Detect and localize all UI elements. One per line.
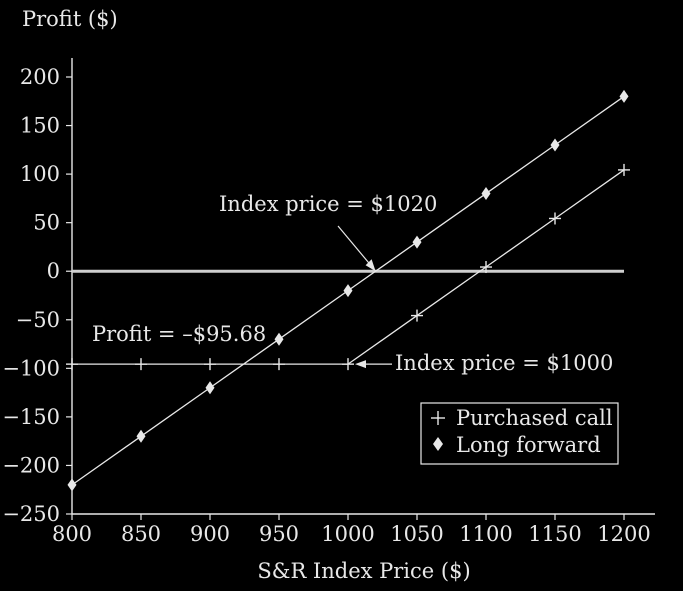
purchased-call-point	[273, 358, 285, 371]
annotation-layer: Index price = $1020 Profit = –$95.68 Ind…	[92, 192, 613, 375]
long-forward-point	[205, 381, 215, 395]
x-tick-label: 950	[259, 522, 299, 546]
purchased-call-point	[66, 358, 78, 371]
annotation-index-1020: Index price = $1020	[219, 192, 437, 216]
legend-diamond-icon	[433, 437, 443, 451]
y-tick-label: 50	[33, 211, 60, 235]
y-tick-label: −50	[16, 308, 60, 332]
arrow-1000-head	[355, 360, 366, 369]
legend-label-purchased-call: Purchased call	[456, 406, 613, 430]
x-tick-label: 1150	[528, 522, 581, 546]
purchased-call-point	[204, 358, 216, 371]
annotation-profit: Profit = –$95.68	[92, 322, 266, 346]
purchased-call-point	[549, 212, 561, 225]
x-tick-label: 1000	[321, 522, 374, 546]
long-forward-point	[619, 89, 629, 103]
long-forward-point	[136, 429, 146, 443]
x-tick-label: 1200	[597, 522, 650, 546]
y-tick-label: −250	[2, 502, 60, 526]
y-tick-label: −200	[2, 453, 60, 477]
purchased-call-point	[411, 309, 423, 322]
long-forward-point	[67, 478, 77, 492]
arrow-1020-head	[365, 259, 376, 272]
series-layer	[66, 89, 630, 492]
legend-plus-icon	[431, 411, 445, 425]
long-forward-point	[343, 284, 353, 298]
y-axis-label: Profit ($)	[22, 7, 118, 31]
legend-box	[420, 402, 619, 465]
purchased-call-point	[618, 163, 630, 176]
legend: Purchased call Long forward	[420, 402, 619, 465]
y-tick-label: 0	[47, 259, 60, 283]
x-axis-label: S&R Index Price ($)	[257, 559, 470, 583]
x-tick-label: 1100	[459, 522, 512, 546]
purchased-call-point	[135, 358, 147, 371]
arrow-1020-shaft	[337, 225, 373, 267]
annotation-index-1000: Index price = $1000	[395, 351, 613, 375]
y-tick-label: 100	[20, 162, 60, 186]
long-forward-point	[550, 138, 560, 152]
x-tick-label: 1050	[390, 522, 443, 546]
long-forward-point	[481, 187, 491, 201]
y-tick-label: 150	[20, 114, 60, 138]
legend-markers	[431, 411, 445, 451]
x-tick-label: 800	[52, 522, 92, 546]
y-tick-label: −100	[2, 356, 60, 380]
long-forward-point	[412, 235, 422, 249]
x-tick-label: 900	[190, 522, 230, 546]
x-tick-label: 850	[121, 522, 161, 546]
y-tick-label: 200	[20, 65, 60, 89]
long-forward-point	[274, 332, 284, 346]
purchased-call-point	[480, 261, 492, 274]
y-tick-label: −150	[2, 405, 60, 429]
purchased-call-point	[342, 358, 354, 371]
legend-label-long-forward: Long forward	[456, 433, 601, 457]
